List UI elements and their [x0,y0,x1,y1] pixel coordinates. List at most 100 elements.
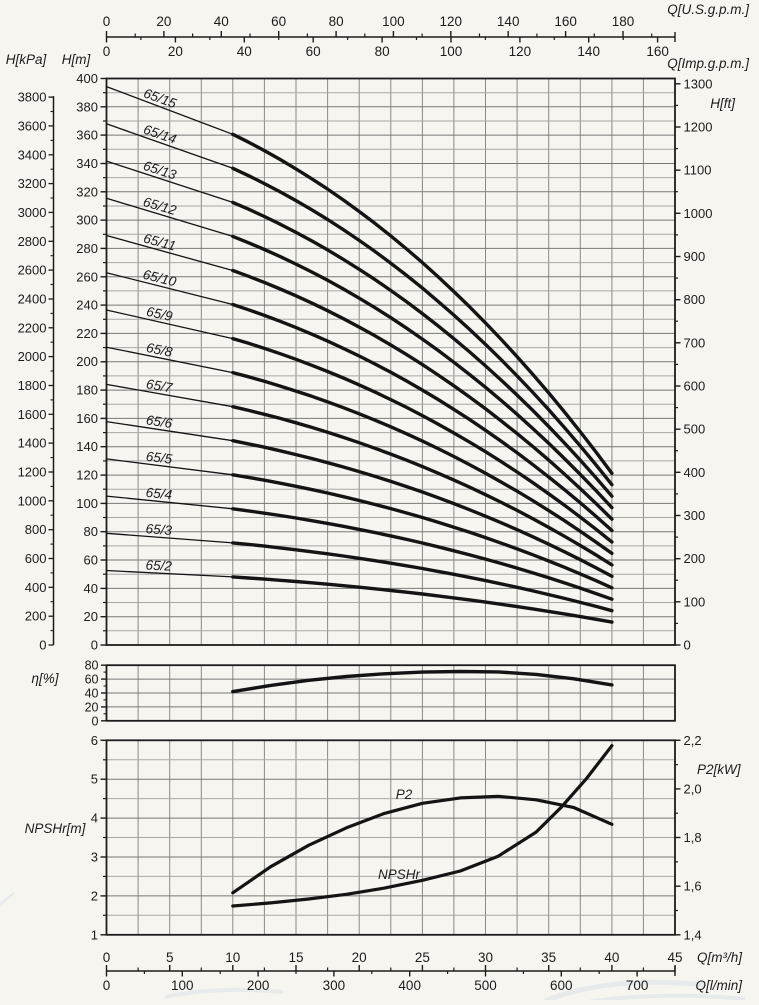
svg-text:240: 240 [76,298,98,313]
svg-text:2: 2 [91,888,98,903]
svg-text:160: 160 [76,411,98,426]
svg-text:10: 10 [225,950,240,965]
svg-text:300: 300 [323,978,346,993]
svg-text:20: 20 [84,609,98,624]
svg-text:3000: 3000 [18,205,47,220]
svg-text:40: 40 [214,14,229,29]
svg-text:65/5: 65/5 [145,449,173,467]
svg-text:0: 0 [684,638,691,653]
svg-text:65/2: 65/2 [145,557,172,573]
svg-text:400: 400 [398,978,421,993]
svg-text:0: 0 [103,950,111,965]
svg-text:120: 120 [76,468,98,483]
svg-text:500: 500 [474,978,497,993]
svg-text:360: 360 [76,128,98,143]
svg-text:1,8: 1,8 [684,830,702,845]
svg-text:80: 80 [329,14,344,29]
svg-text:1300: 1300 [684,76,713,91]
svg-text:900: 900 [684,249,706,264]
svg-text:40: 40 [84,581,98,596]
svg-text:5: 5 [91,772,98,787]
svg-text:1,4: 1,4 [684,927,702,942]
svg-text:100: 100 [76,496,98,511]
svg-text:H[kPa]: H[kPa] [6,52,48,67]
svg-text:160: 160 [554,14,577,29]
svg-text:35: 35 [541,950,556,965]
svg-text:140: 140 [577,44,600,59]
svg-text:3200: 3200 [18,176,47,191]
svg-text:0: 0 [103,978,111,993]
svg-text:1800: 1800 [18,378,47,393]
svg-text:700: 700 [626,978,649,993]
svg-text:600: 600 [550,978,573,993]
svg-text:65/4: 65/4 [145,485,173,502]
svg-text:100: 100 [440,44,463,59]
svg-text:6: 6 [91,733,98,748]
svg-text:65/9: 65/9 [145,304,174,324]
svg-text:0: 0 [103,14,111,29]
svg-text:80: 80 [375,44,390,59]
svg-text:4: 4 [91,811,98,826]
svg-text:60: 60 [271,14,286,29]
svg-text:120: 120 [440,14,463,29]
svg-text:65/7: 65/7 [145,376,174,395]
svg-text:65/3: 65/3 [145,521,173,538]
svg-text:340: 340 [76,156,98,171]
svg-text:3400: 3400 [18,147,47,162]
svg-text:800: 800 [25,522,47,537]
svg-text:65/8: 65/8 [145,340,174,360]
svg-text:40: 40 [85,687,99,701]
svg-text:3600: 3600 [18,118,47,133]
svg-text:1000: 1000 [18,493,47,508]
svg-text:80: 80 [85,659,99,673]
svg-text:320: 320 [76,184,98,199]
svg-text:20: 20 [168,44,183,59]
svg-text:160: 160 [646,44,669,59]
svg-text:500: 500 [684,422,706,437]
svg-text:1200: 1200 [684,120,713,135]
svg-text:1400: 1400 [18,436,47,451]
svg-text:0: 0 [39,638,46,653]
svg-text:400: 400 [25,580,47,595]
svg-text:40: 40 [604,950,619,965]
svg-text:200: 200 [684,551,706,566]
svg-text:280: 280 [76,241,98,256]
svg-text:600: 600 [684,379,706,394]
svg-text:NPSHr: NPSHr [378,867,421,882]
svg-text:Q[Imp.g.p.m.]: Q[Imp.g.p.m.] [667,56,750,71]
svg-text:60: 60 [84,553,98,568]
svg-text:200: 200 [76,354,98,369]
svg-text:H[m]: H[m] [62,52,92,67]
svg-text:400: 400 [684,465,706,480]
svg-text:20: 20 [352,950,367,965]
svg-text:45: 45 [667,950,682,965]
svg-text:380: 380 [76,99,98,114]
svg-text:15: 15 [288,950,303,965]
svg-text:200: 200 [25,609,47,624]
svg-text:2000: 2000 [18,349,47,364]
svg-text:P2: P2 [396,787,413,802]
svg-text:1,6: 1,6 [684,879,702,894]
svg-text:2,0: 2,0 [684,781,702,796]
svg-text:300: 300 [76,213,98,228]
svg-text:180: 180 [76,383,98,398]
svg-text:100: 100 [684,594,706,609]
svg-text:220: 220 [76,326,98,341]
svg-text:H[ft]: H[ft] [710,96,736,111]
svg-text:NPSHr[m]: NPSHr[m] [25,821,87,836]
svg-text:80: 80 [84,524,98,539]
svg-text:η[%]: η[%] [32,671,60,686]
svg-text:1100: 1100 [684,163,712,178]
svg-text:140: 140 [497,14,520,29]
svg-text:400: 400 [76,71,98,86]
svg-text:600: 600 [25,551,47,566]
svg-text:0: 0 [91,638,98,653]
svg-text:100: 100 [171,978,194,993]
svg-text:3: 3 [91,850,98,865]
svg-text:1600: 1600 [18,407,47,422]
svg-text:40: 40 [237,44,252,59]
svg-text:3800: 3800 [18,90,47,105]
svg-text:1200: 1200 [18,465,47,480]
svg-text:60: 60 [306,44,321,59]
svg-text:20: 20 [85,700,99,714]
